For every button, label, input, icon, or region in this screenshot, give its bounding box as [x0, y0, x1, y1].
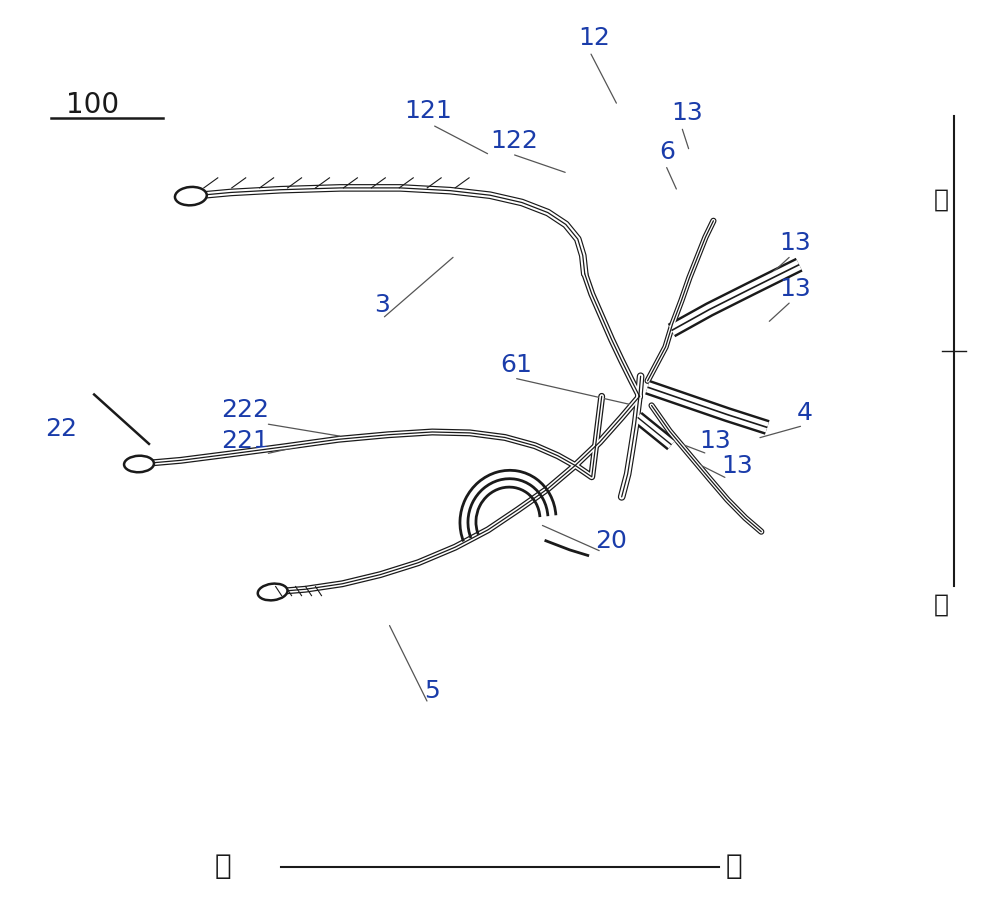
- Text: 后: 后: [726, 852, 743, 879]
- Text: 13: 13: [779, 231, 811, 255]
- Text: 13: 13: [779, 277, 811, 301]
- Text: 下: 下: [933, 593, 948, 617]
- Text: 122: 122: [490, 128, 538, 152]
- Text: 4: 4: [797, 401, 813, 425]
- Text: 20: 20: [595, 529, 627, 553]
- Text: 222: 222: [221, 398, 269, 423]
- Text: 前: 前: [214, 852, 231, 879]
- Text: 上: 上: [933, 188, 948, 212]
- Text: 3: 3: [374, 293, 390, 317]
- Text: 22: 22: [45, 416, 77, 441]
- Text: 12: 12: [578, 27, 610, 50]
- Text: 121: 121: [404, 99, 452, 124]
- Text: 61: 61: [500, 353, 532, 377]
- Text: 13: 13: [721, 454, 753, 478]
- Text: 6: 6: [660, 139, 676, 163]
- Text: 13: 13: [672, 101, 703, 126]
- Ellipse shape: [258, 583, 287, 601]
- Text: 5: 5: [424, 679, 440, 703]
- Text: 100: 100: [66, 91, 119, 119]
- Ellipse shape: [124, 456, 154, 472]
- Text: 221: 221: [221, 428, 269, 452]
- Ellipse shape: [175, 187, 207, 205]
- Text: 13: 13: [699, 428, 731, 452]
